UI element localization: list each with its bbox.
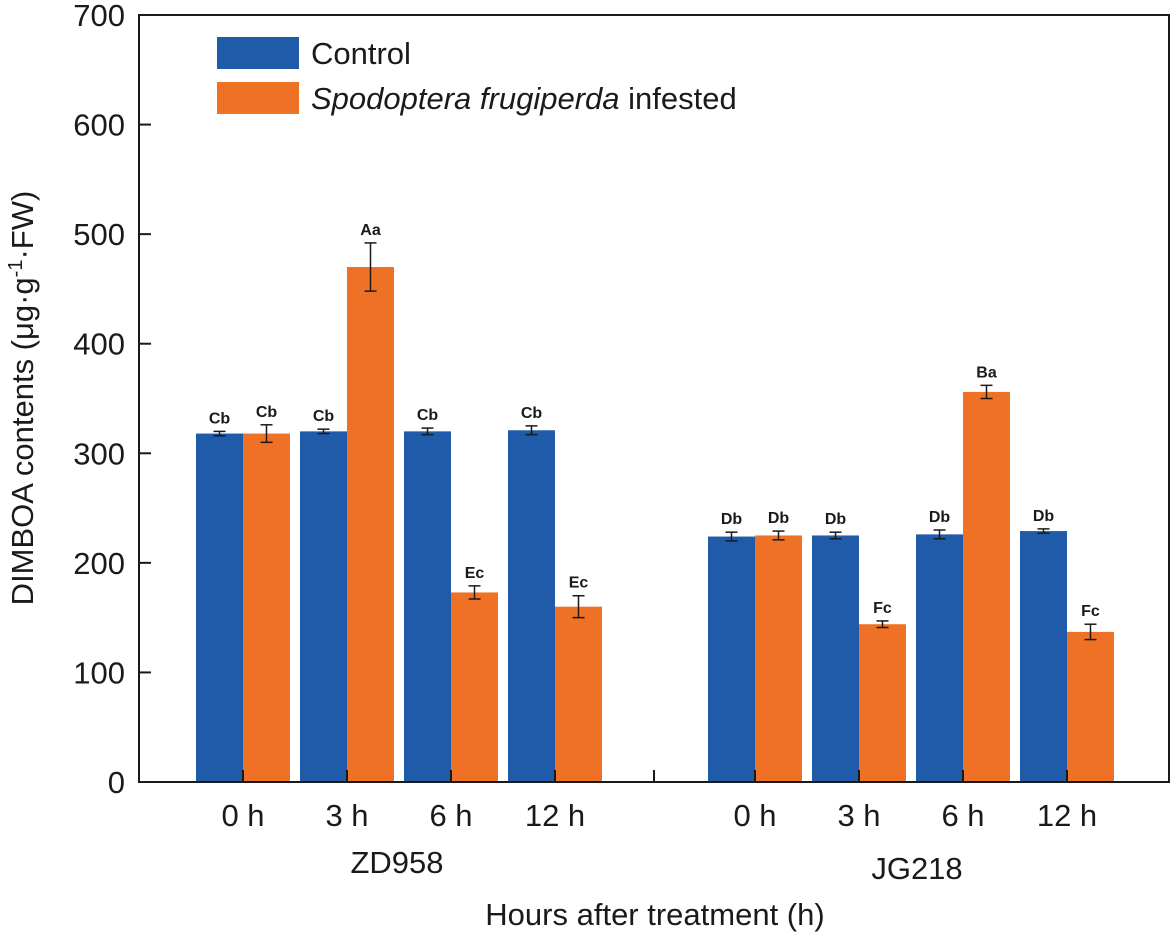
bar-control-zd958-12h (508, 430, 555, 782)
group-label-zd958: ZD958 (350, 845, 443, 880)
error-bar-control-jg218-0h (725, 531, 738, 542)
y-ticks-layer: 0 100 200 300 400 500 600 700 (73, 0, 151, 800)
legend-swatch-control (217, 37, 299, 69)
significance-labels-layer: Cb Cb Cb Aa Cb Ec Cb Ec Db Db Db Fc Db Ba Db Fc (209, 222, 1100, 620)
bar-control-jg218-3h (812, 535, 859, 782)
legend-label-infested: Spodoptera frugiperda infested (311, 81, 737, 116)
x-tick-label-zd958-12h: 12 h (525, 798, 585, 833)
sig-label-control-jg218-0h: Db (721, 511, 743, 528)
sig-label-infested-jg218-0h: Db (768, 510, 790, 527)
bar-control-jg218-0h (708, 536, 755, 782)
bar-infested-jg218-3h (859, 624, 906, 782)
error-bar-control-zd958-0h (213, 430, 226, 437)
sig-label-control-zd958-6h: Cb (417, 407, 439, 424)
bar-control-zd958-3h (300, 431, 347, 782)
x-tick-label-zd958-6h: 6 h (429, 798, 472, 833)
bar-control-jg218-6h (916, 534, 963, 782)
y-tick-label-200: 200 (73, 546, 125, 581)
x-tick-label-zd958-3h: 3 h (325, 798, 368, 833)
sig-label-control-zd958-0h: Cb (209, 410, 231, 427)
error-bar-control-jg218-6h (933, 529, 946, 540)
x-ticks-layer: 0 h 3 h 6 h 12 h 0 h 3 h 6 h 12 h (221, 770, 1097, 833)
error-bar-control-zd958-6h (421, 427, 434, 436)
error-bar-infested-zd958-12h (572, 594, 585, 619)
sig-label-infested-zd958-0h: Cb (256, 404, 278, 421)
bar-infested-jg218-0h (755, 535, 802, 782)
error-bar-infested-zd958-3h (364, 242, 377, 292)
error-bar-infested-jg218-0h (772, 530, 785, 541)
bar-infested-zd958-3h (347, 267, 394, 782)
bars-layer (196, 267, 1114, 782)
sig-label-control-jg218-6h: Db (929, 509, 951, 526)
y-tick-label-100: 100 (73, 655, 125, 690)
error-bar-control-jg218-12h (1037, 528, 1050, 535)
sig-label-control-jg218-3h: Db (825, 511, 847, 528)
bar-infested-jg218-6h (963, 391, 1010, 782)
legend-label-control: Control (311, 36, 411, 71)
error-bar-infested-jg218-12h (1084, 623, 1097, 641)
bar-control-zd958-0h (196, 433, 243, 782)
sig-label-control-jg218-12h: Db (1033, 508, 1055, 525)
sig-label-infested-zd958-6h: Ec (465, 565, 485, 582)
error-bar-control-zd958-3h (317, 428, 330, 435)
plot-frame (138, 14, 1170, 783)
y-tick-label-400: 400 (73, 327, 125, 362)
y-tick-label-300: 300 (73, 436, 125, 471)
x-tick-label-jg218-0h: 0 h (733, 798, 776, 833)
sig-label-infested-jg218-12h: Fc (1081, 603, 1100, 620)
y-tick-label-500: 500 (73, 217, 125, 252)
legend: Control Spodoptera frugiperda infested (217, 36, 737, 116)
y-tick-label-0: 0 (108, 765, 125, 800)
y-tick-label-700: 700 (73, 0, 125, 33)
sig-label-control-zd958-3h: Cb (313, 408, 335, 425)
x-axis-title: Hours after treatment (h) (485, 897, 824, 932)
sig-label-infested-zd958-3h: Aa (360, 222, 381, 239)
error-bar-infested-zd958-6h (468, 585, 481, 600)
bar-infested-zd958-6h (451, 592, 498, 782)
error-bar-control-jg218-3h (829, 531, 842, 540)
axes-layer (138, 14, 1170, 783)
bar-infested-jg218-12h (1067, 631, 1114, 782)
y-axis-title: DIMBOA contents (μg·g-1·FW) (5, 191, 40, 606)
bar-control-zd958-6h (404, 431, 451, 782)
error-bar-infested-zd958-0h (260, 424, 273, 444)
x-tick-label-zd958-0h: 0 h (221, 798, 264, 833)
bar-infested-zd958-12h (555, 606, 602, 782)
sig-label-infested-zd958-12h: Ec (569, 575, 589, 592)
error-bars-layer (213, 242, 1097, 641)
group-label-jg218: JG218 (871, 851, 962, 886)
error-bar-infested-jg218-3h (876, 620, 889, 629)
y-tick-label-600: 600 (73, 108, 125, 143)
error-bar-infested-jg218-6h (980, 384, 993, 400)
bar-infested-zd958-0h (243, 433, 290, 782)
x-tick-label-jg218-6h: 6 h (941, 798, 984, 833)
legend-swatch-infested (217, 82, 299, 114)
sig-label-infested-jg218-6h: Ba (976, 364, 997, 381)
bar-control-jg218-12h (1020, 531, 1067, 782)
error-bar-control-zd958-12h (525, 425, 538, 436)
x-tick-label-jg218-12h: 12 h (1037, 798, 1097, 833)
x-tick-label-jg218-3h: 3 h (837, 798, 880, 833)
sig-label-control-zd958-12h: Cb (521, 405, 543, 422)
sig-label-infested-jg218-3h: Fc (873, 600, 892, 617)
